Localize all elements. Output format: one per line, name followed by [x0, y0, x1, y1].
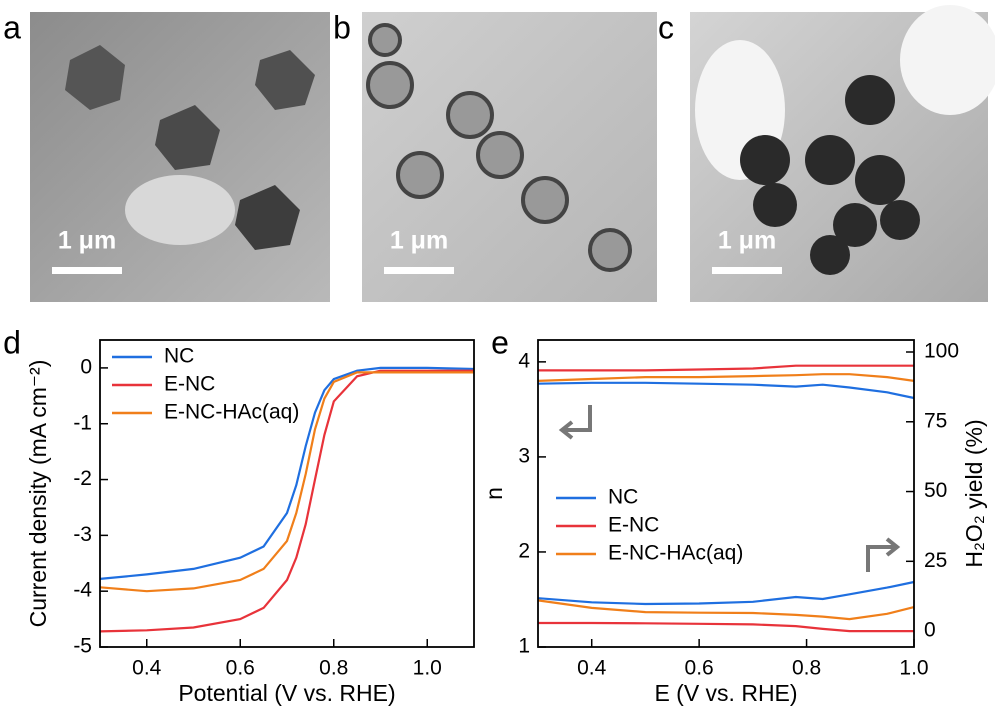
y2-tick-label: 100 — [924, 340, 959, 363]
panel-label: a — [3, 9, 21, 45]
plot-frame — [537, 339, 915, 648]
panel-label: c — [658, 9, 674, 45]
x-tick-label: 0.6 — [685, 657, 714, 680]
y-tick-label: 0 — [80, 355, 92, 378]
legend-label: E-NC — [608, 514, 659, 537]
tem-image-a — [30, 12, 330, 302]
scale-bar-label: 1 μm — [58, 227, 116, 255]
y2-axis-label: H₂O₂ yield (%) — [961, 419, 987, 567]
y-tick-label: 3 — [518, 444, 530, 467]
x-axis-label: E (V vs. RHE) — [654, 680, 797, 706]
y-axis-label: Current density (mA cm⁻²) — [25, 360, 51, 628]
panel-label: e — [491, 324, 509, 360]
tem-image-b — [362, 12, 657, 302]
series-line — [538, 621, 914, 633]
y2-tick-label: 50 — [924, 479, 947, 502]
scale-bar — [52, 267, 122, 274]
y-tick-label: -4 — [73, 579, 92, 602]
x-tick-label: 0.4 — [132, 657, 162, 680]
y-tick-label: -5 — [73, 635, 92, 658]
series-line — [99, 366, 475, 580]
y-tick-label: 2 — [518, 540, 530, 563]
legend-label: NC — [608, 486, 638, 509]
y-tick-label: -1 — [73, 411, 92, 434]
series-line — [537, 580, 915, 606]
panel-label: b — [333, 9, 351, 45]
arrow-right — [866, 537, 901, 572]
legend-label: NC — [164, 345, 194, 368]
scale-bar — [384, 267, 454, 274]
series-line — [99, 371, 474, 593]
y-tick-label: 1 — [518, 635, 530, 658]
x-tick-label: 0.8 — [319, 657, 348, 680]
legend-label: E-NC — [164, 373, 215, 396]
legend-label: E-NC-HAc(aq) — [608, 542, 743, 565]
x-tick-label: 0.4 — [577, 657, 607, 680]
series-line — [537, 373, 915, 382]
y2-tick-label: 0 — [924, 619, 936, 642]
y-tick-label: -2 — [73, 467, 92, 490]
y-tick-label: -3 — [73, 523, 92, 546]
series-line — [537, 381, 915, 400]
series-line — [538, 364, 914, 372]
y2-tick-label: 75 — [924, 409, 947, 432]
x-tick-label: 1.0 — [413, 657, 442, 680]
y2-tick-label: 25 — [924, 549, 947, 572]
scale-bar-label: 1 μm — [390, 227, 448, 255]
scale-bar — [712, 267, 782, 274]
plot-frame — [99, 339, 475, 648]
y-axis-label: n — [481, 487, 507, 500]
panel-label: d — [3, 324, 21, 360]
y-tick-label: 4 — [518, 349, 530, 372]
arrow-left — [558, 405, 592, 440]
tem-image-c — [690, 5, 995, 302]
series-line — [537, 599, 915, 621]
x-tick-label: 1.0 — [899, 657, 928, 680]
x-axis-label: Potential (V vs. RHE) — [178, 680, 395, 706]
scale-bar-label: 1 μm — [718, 227, 776, 255]
x-tick-label: 0.8 — [792, 657, 821, 680]
x-tick-label: 0.6 — [226, 657, 255, 680]
legend-label: E-NC-HAc(aq) — [164, 401, 299, 424]
